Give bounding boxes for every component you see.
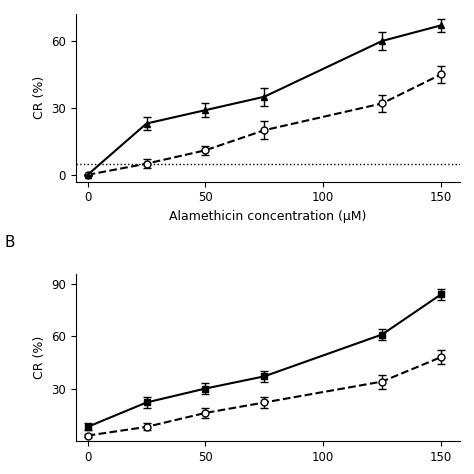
Text: B: B [5,235,15,250]
X-axis label: Alamethicin concentration (μM): Alamethicin concentration (μM) [169,210,366,223]
Y-axis label: CR (%): CR (%) [33,76,46,119]
Y-axis label: CR (%): CR (%) [33,336,46,379]
